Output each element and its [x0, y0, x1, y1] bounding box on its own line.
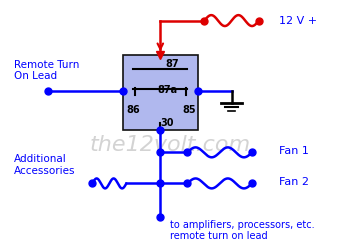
Text: to amplifiers, processors, etc.
remote turn on lead: to amplifiers, processors, etc. remote t…: [170, 220, 315, 242]
Text: Fan 2: Fan 2: [279, 177, 309, 187]
Text: 30: 30: [160, 118, 174, 128]
Text: 87a: 87a: [157, 85, 177, 95]
Text: Remote Turn
On Lead: Remote Turn On Lead: [14, 60, 80, 81]
Text: Additional
Accessories: Additional Accessories: [14, 154, 76, 176]
FancyBboxPatch shape: [123, 56, 198, 130]
Text: 87: 87: [166, 59, 179, 69]
Text: 86: 86: [126, 105, 140, 115]
Text: 12 V +: 12 V +: [279, 16, 317, 26]
Text: the12volt.com: the12volt.com: [90, 135, 251, 155]
Text: 85: 85: [182, 105, 196, 115]
Text: Fan 1: Fan 1: [279, 146, 309, 156]
